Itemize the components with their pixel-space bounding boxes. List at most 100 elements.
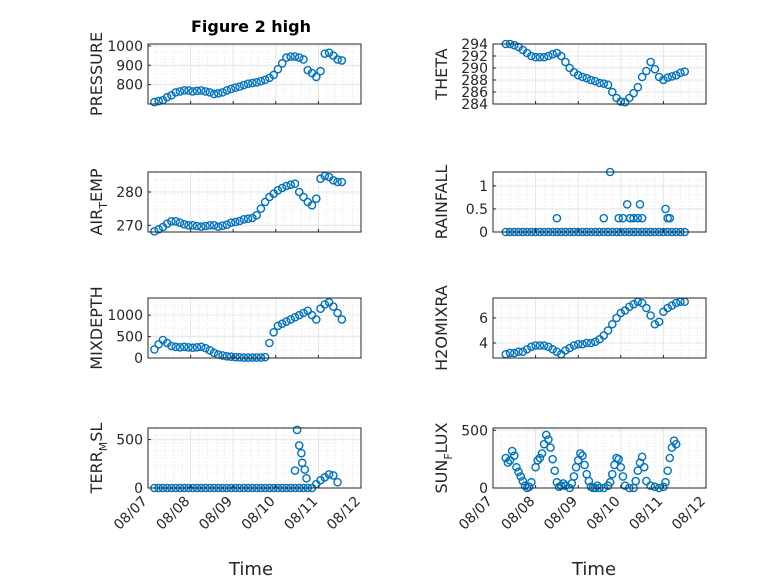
data-point xyxy=(650,64,660,74)
data-point xyxy=(252,211,261,220)
data-point xyxy=(663,73,672,82)
data-point xyxy=(618,472,628,481)
data-point xyxy=(286,180,296,189)
data-point xyxy=(175,87,185,96)
data-point xyxy=(290,312,300,322)
y-tick-label: 1000 xyxy=(107,308,143,324)
data-point xyxy=(175,218,185,227)
data-point xyxy=(282,181,291,191)
data-point xyxy=(531,52,540,62)
y-tick-label: 284 xyxy=(461,97,488,113)
data-point xyxy=(527,51,536,61)
data-point xyxy=(226,84,236,94)
data-point xyxy=(676,68,685,78)
y-tick-label: 280 xyxy=(116,185,143,201)
data-point xyxy=(150,345,159,354)
data-point xyxy=(243,214,253,223)
data-point xyxy=(544,342,553,352)
data-point xyxy=(231,83,240,92)
x-axis-label-left: Time xyxy=(228,559,273,580)
data-point xyxy=(294,310,304,320)
data-point xyxy=(565,343,574,353)
data-point xyxy=(184,342,193,352)
figure-title: Figure 2 high xyxy=(191,17,311,36)
data-point xyxy=(269,327,278,337)
data-point xyxy=(671,70,681,80)
data-point xyxy=(171,88,180,97)
y-axis-label: SUNFLUX xyxy=(432,422,455,493)
data-point xyxy=(509,348,519,358)
panel-air-temp: 270 280 AIRTEMP xyxy=(87,168,362,236)
data-point xyxy=(167,341,176,351)
data-point xyxy=(167,217,176,226)
data-point xyxy=(527,477,536,487)
y-tick-label: 800 xyxy=(116,78,143,94)
data-point xyxy=(520,481,530,490)
data-point xyxy=(171,217,180,226)
data-point xyxy=(256,76,266,86)
data-point xyxy=(196,86,206,95)
data-point xyxy=(324,470,334,479)
data-point xyxy=(518,476,528,486)
y-axis-label: AIRTEMP xyxy=(87,168,110,235)
data-point xyxy=(337,315,347,324)
data-point xyxy=(661,477,670,487)
data-point xyxy=(646,57,655,67)
data-point xyxy=(650,319,660,329)
data-point xyxy=(188,221,198,230)
y-tick-label: 500 xyxy=(116,433,143,449)
data-point xyxy=(333,177,342,187)
data-point xyxy=(320,49,330,58)
data-point xyxy=(642,303,651,313)
data-point xyxy=(333,55,342,64)
data-point xyxy=(556,481,566,490)
data-point xyxy=(311,194,321,203)
y-tick-label: 1 xyxy=(479,179,488,195)
data-point xyxy=(184,86,193,95)
data-point xyxy=(616,308,626,318)
data-point xyxy=(209,221,219,230)
data-point xyxy=(629,88,638,98)
data-point xyxy=(654,317,664,327)
data-point xyxy=(209,89,219,99)
data-point xyxy=(260,197,270,207)
data-point xyxy=(552,213,562,223)
data-point xyxy=(222,86,232,95)
data-point xyxy=(252,78,261,87)
data-point xyxy=(671,298,681,308)
data-point xyxy=(629,213,638,223)
data-point xyxy=(512,462,521,472)
data-point xyxy=(273,64,283,74)
axes-box xyxy=(492,427,707,489)
data-point xyxy=(239,215,249,224)
data-point xyxy=(599,331,609,340)
data-point xyxy=(162,219,172,228)
data-point xyxy=(154,96,163,106)
data-point xyxy=(282,53,291,62)
data-point xyxy=(300,465,310,474)
data-point xyxy=(607,87,617,97)
y-tick-label: 6 xyxy=(479,311,488,327)
data-point xyxy=(595,78,604,88)
data-point xyxy=(558,479,568,488)
data-point xyxy=(235,82,244,91)
data-point xyxy=(307,201,317,210)
data-point xyxy=(663,303,672,313)
data-point xyxy=(620,481,630,490)
data-point xyxy=(639,462,649,472)
data-point xyxy=(302,474,311,483)
data-point xyxy=(582,338,592,348)
data-point xyxy=(277,319,287,329)
data-point xyxy=(226,218,236,227)
axes-box xyxy=(147,171,362,233)
axes-box xyxy=(492,171,707,233)
data-point xyxy=(633,82,643,92)
data-point xyxy=(192,221,202,231)
data-point xyxy=(635,200,645,209)
data-point xyxy=(503,458,513,467)
data-point xyxy=(316,174,325,183)
data-point xyxy=(277,59,287,68)
data-point xyxy=(188,343,198,353)
